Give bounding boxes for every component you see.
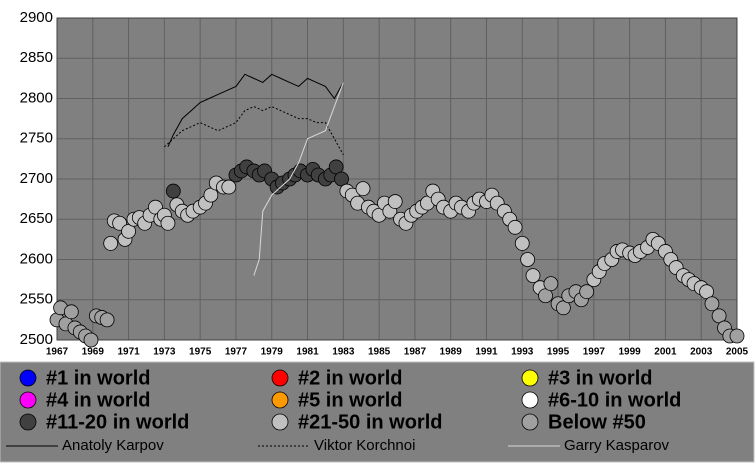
- data-point: [99, 312, 115, 328]
- legend-label: Viktor Korchnoi: [314, 437, 415, 454]
- legend-marker: [19, 369, 37, 387]
- x-tick-label: 1991: [475, 347, 498, 358]
- x-tick-label: 1999: [619, 347, 642, 358]
- y-tick-label: 2700: [20, 170, 53, 187]
- legend-label: Anatoly Karpov: [62, 437, 164, 454]
- x-tick-label: 2003: [690, 347, 713, 358]
- x-tick-label: 1987: [404, 347, 427, 358]
- x-tick-label: 1985: [368, 347, 391, 358]
- y-tick-label: 2900: [20, 9, 53, 26]
- x-tick-label: 1967: [46, 347, 69, 358]
- y-tick-label: 2550: [20, 291, 53, 308]
- x-tick-label: 1975: [189, 347, 212, 358]
- x-tick-label: 1971: [117, 347, 140, 358]
- legend-box: [0, 361, 755, 463]
- x-tick-label: 1995: [547, 347, 570, 358]
- data-point: [63, 304, 79, 320]
- legend-label: Below #50: [548, 411, 646, 433]
- legend-label: #4 in world: [46, 389, 150, 411]
- x-tick-label: 1997: [583, 347, 606, 358]
- data-point: [160, 215, 176, 231]
- x-tick-label: 1977: [225, 347, 248, 358]
- legend-marker: [19, 391, 37, 409]
- x-tick-label: 1973: [153, 347, 176, 358]
- x-tick-label: 1993: [511, 347, 534, 358]
- plot-border: [56, 17, 738, 341]
- x-tick-label: 1989: [440, 347, 463, 358]
- data-point: [165, 183, 181, 199]
- series-line: [164, 106, 344, 156]
- legend-marker: [271, 413, 289, 431]
- data-point: [221, 179, 237, 195]
- x-tick-label: 2001: [654, 347, 677, 358]
- data-point: [729, 328, 745, 344]
- data-point: [103, 235, 119, 251]
- y-tick-label: 2800: [20, 89, 53, 106]
- legend-label: #11-20 in world: [46, 411, 189, 433]
- legend-label: #3 in world: [548, 367, 652, 389]
- series-line: [253, 82, 344, 276]
- y-tick-label: 2500: [20, 331, 53, 348]
- x-tick-label: 1979: [261, 347, 284, 358]
- legend-marker: [271, 391, 289, 409]
- data-point: [507, 219, 523, 235]
- data-point: [387, 194, 403, 209]
- x-tick-label: 1969: [82, 347, 105, 358]
- series-line: [167, 73, 344, 148]
- legend-marker: [521, 369, 539, 387]
- y-tick-label: 2750: [20, 130, 53, 147]
- legend-label: #1 in world: [46, 367, 150, 389]
- legend-marker: [521, 413, 539, 431]
- y-tick-label: 2650: [20, 210, 53, 227]
- data-point: [514, 235, 530, 251]
- legend-label: #2 in world: [298, 367, 402, 389]
- data-point: [520, 252, 536, 267]
- y-tick-label: 2600: [20, 250, 53, 267]
- x-tick-label: 1981: [296, 347, 319, 358]
- y-tick-label: 2850: [20, 49, 53, 66]
- data-point: [355, 181, 371, 197]
- data-point: [704, 296, 720, 312]
- data-point: [543, 276, 559, 292]
- legend-label: #6-10 in world: [548, 389, 681, 411]
- legend-marker: [271, 369, 289, 387]
- x-tick-label: 2005: [726, 347, 749, 358]
- legend-label: #21-50 in world: [298, 411, 443, 433]
- x-tick-label: 1983: [332, 347, 355, 358]
- data-point: [83, 332, 99, 348]
- legend-label: #5 in world: [298, 389, 402, 411]
- legend-label: Garry Kasparov: [564, 437, 670, 454]
- legend-marker: [19, 413, 37, 431]
- data-point: [579, 284, 595, 300]
- legend-marker: [521, 391, 539, 409]
- data-point: [525, 268, 541, 284]
